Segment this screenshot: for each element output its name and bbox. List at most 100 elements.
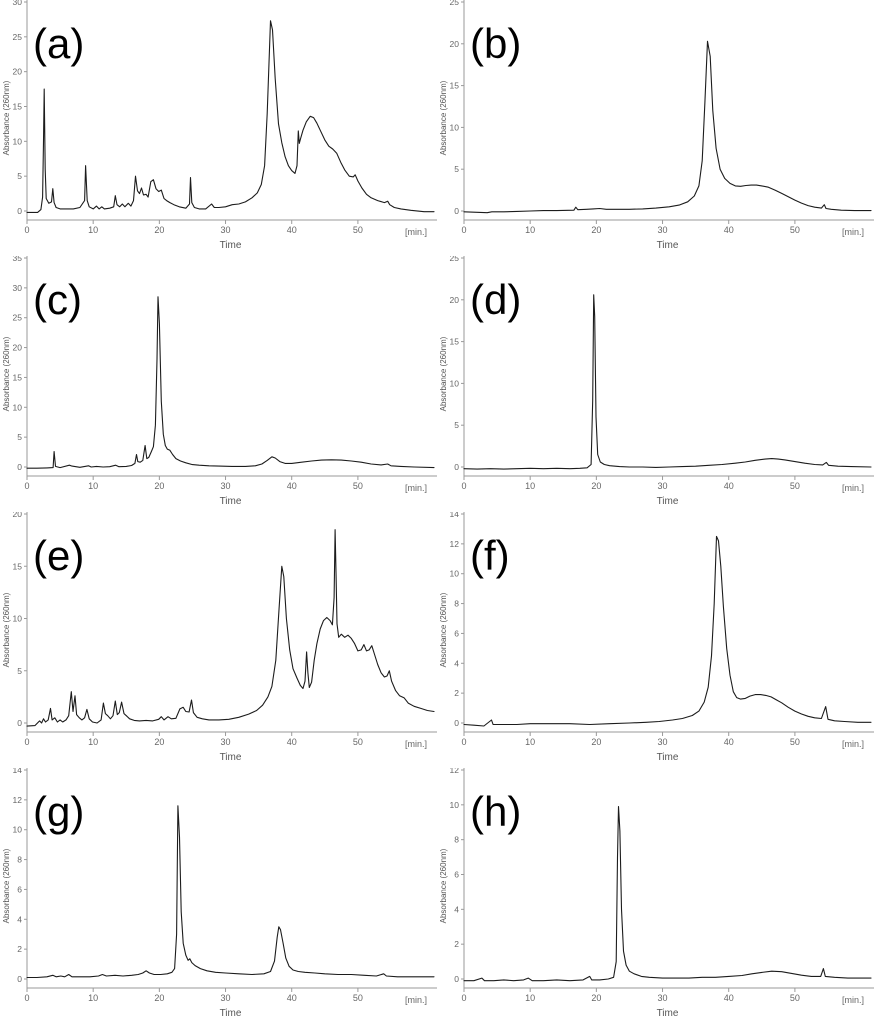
x-tick-label: 20 xyxy=(591,481,601,491)
x-tick-label: 40 xyxy=(724,737,734,747)
chromatogram-plot: 0 2 4 6 8 10 12 14 0 10 20 30 40 50 [min.] Time Absorban… xyxy=(2,768,437,1019)
absorbance-trace xyxy=(26,20,435,213)
absorbance-trace xyxy=(26,296,435,469)
y-tick-label: 10 xyxy=(450,569,460,579)
y-tick-label: 6 xyxy=(17,884,22,894)
x-tick-label: 40 xyxy=(287,993,297,1003)
absorbance-trace xyxy=(463,535,872,727)
y-axis-title: Absorbance (260nm) xyxy=(439,336,448,411)
y-tick-label: 0 xyxy=(17,718,22,728)
y-tick-label: 0 xyxy=(454,206,459,216)
x-tick-label: 20 xyxy=(154,225,164,235)
y-tick-label: 10 xyxy=(450,800,460,810)
y-tick-label: 0 xyxy=(17,206,22,216)
panel-letter: (g) xyxy=(33,788,84,835)
panel-e: 0 5 10 15 20 0 10 20 30 40 50 [min.] Time Absorbance … xyxy=(0,512,437,768)
x-tick-label: 50 xyxy=(790,993,800,1003)
x-tick-label: 50 xyxy=(790,737,800,747)
panel-c: 0 5 10 15 20 25 30 35 0 10 20 30 40 50 [min.] Time Absor… xyxy=(0,256,437,512)
chromatogram-plot: 0 5 10 15 20 25 0 10 20 30 40 50 [min.] Time Absorbanc… xyxy=(439,0,874,251)
x-tick-label: 20 xyxy=(591,993,601,1003)
chromatogram-plot: 0 2 4 6 8 10 12 0 10 20 30 40 50 [min.] Time Absorbance… xyxy=(439,768,874,1019)
x-axis-title: Time xyxy=(657,1008,679,1019)
y-tick-label: 2 xyxy=(454,939,459,949)
x-tick-label: 20 xyxy=(154,481,164,491)
x-tick-label: 10 xyxy=(525,225,535,235)
y-tick-label: 8 xyxy=(454,599,459,609)
x-tick-label: 50 xyxy=(353,481,363,491)
absorbance-trace xyxy=(26,805,435,979)
chromatogram-plot: 0 5 10 15 20 25 30 35 0 10 20 30 40 50 [min.] Time Absor… xyxy=(2,256,437,507)
x-tick-label: 30 xyxy=(221,993,231,1003)
x-tick-label: 0 xyxy=(24,481,29,491)
x-tick-label: 0 xyxy=(461,737,466,747)
x-unit-label: [min.] xyxy=(842,227,864,237)
y-tick-label: 0 xyxy=(454,462,459,472)
panel-h: 0 2 4 6 8 10 12 0 10 20 30 40 50 [min.] Time Absorbance… xyxy=(437,768,875,1024)
y-tick-label: 0 xyxy=(17,974,22,984)
y-tick-label: 0 xyxy=(17,462,22,472)
y-tick-label: 5 xyxy=(17,666,22,676)
x-axis-title: Time xyxy=(657,240,679,251)
panel-f: 0 2 4 6 8 10 12 14 0 10 20 30 40 50 [min.] Time Absorban… xyxy=(437,512,875,768)
absorbance-trace xyxy=(26,529,435,727)
y-tick-label: 4 xyxy=(454,904,459,914)
chromatogram-plot: 0 5 10 15 20 0 10 20 30 40 50 [min.] Time Absorbance … xyxy=(2,512,437,763)
x-unit-label: [min.] xyxy=(405,483,427,493)
y-tick-label: 20 xyxy=(450,295,460,305)
x-axis-title: Time xyxy=(220,1008,242,1019)
chromatogram-plot: 0 5 10 15 20 25 30 0 10 20 30 40 50 [min.] Time Absorba… xyxy=(2,0,437,251)
x-tick-label: 0 xyxy=(24,993,29,1003)
x-tick-label: 20 xyxy=(154,737,164,747)
y-tick-label: 15 xyxy=(13,102,23,112)
y-axis-title: Absorbance (260nm) xyxy=(2,592,11,667)
y-axis-title: Absorbance (260nm) xyxy=(439,848,448,923)
x-unit-label: [min.] xyxy=(842,995,864,1005)
y-tick-label: 10 xyxy=(13,614,23,624)
x-tick-label: 30 xyxy=(658,737,668,747)
x-tick-label: 20 xyxy=(591,225,601,235)
panel-g: 0 2 4 6 8 10 12 14 0 10 20 30 40 50 [min.] Time Absorban… xyxy=(0,768,437,1024)
x-unit-label: [min.] xyxy=(842,483,864,493)
x-tick-label: 40 xyxy=(724,481,734,491)
x-tick-label: 0 xyxy=(461,993,466,1003)
y-tick-label: 6 xyxy=(454,628,459,638)
y-tick-label: 5 xyxy=(454,420,459,430)
y-tick-label: 20 xyxy=(13,67,23,77)
y-tick-label: 8 xyxy=(454,835,459,845)
x-tick-label: 20 xyxy=(591,737,601,747)
x-tick-label: 20 xyxy=(154,993,164,1003)
y-tick-label: 8 xyxy=(17,855,22,865)
y-tick-label: 4 xyxy=(454,658,459,668)
y-tick-label: 25 xyxy=(13,313,23,323)
x-tick-label: 30 xyxy=(658,225,668,235)
x-tick-label: 40 xyxy=(724,225,734,235)
y-tick-label: 5 xyxy=(454,164,459,174)
y-axis-title: Absorbance (260nm) xyxy=(439,592,448,667)
y-tick-label: 25 xyxy=(13,32,23,42)
chromatogram-plot: 0 5 10 15 20 25 0 10 20 30 40 50 [min.] Time Absorbanc… xyxy=(439,256,874,507)
x-tick-label: 10 xyxy=(88,481,98,491)
x-tick-label: 50 xyxy=(790,481,800,491)
y-tick-label: 2 xyxy=(454,688,459,698)
x-tick-label: 0 xyxy=(461,481,466,491)
panel-letter: (e) xyxy=(33,532,84,579)
y-tick-label: 10 xyxy=(13,825,23,835)
x-tick-label: 10 xyxy=(525,737,535,747)
y-tick-label: 12 xyxy=(450,768,460,775)
x-axis-title: Time xyxy=(220,752,242,763)
y-tick-label: 10 xyxy=(13,136,23,146)
x-tick-label: 10 xyxy=(525,993,535,1003)
x-axis-title: Time xyxy=(220,496,242,507)
y-tick-label: 15 xyxy=(450,337,460,347)
panel-letter: (b) xyxy=(470,20,521,67)
absorbance-trace xyxy=(463,40,872,214)
y-axis-title: Absorbance (260nm) xyxy=(439,80,448,155)
x-tick-label: 30 xyxy=(221,225,231,235)
absorbance-trace xyxy=(463,806,872,982)
x-axis-title: Time xyxy=(657,496,679,507)
x-tick-label: 30 xyxy=(221,481,231,491)
panel-letter: (h) xyxy=(470,788,521,835)
y-tick-label: 20 xyxy=(13,512,23,519)
